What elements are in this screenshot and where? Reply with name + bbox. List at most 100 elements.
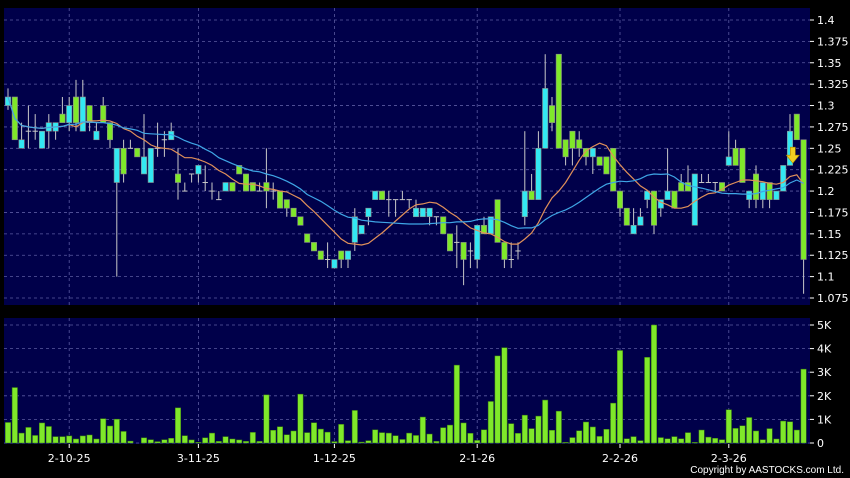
volume-bar	[249, 432, 256, 444]
candle-up	[419, 207, 426, 218]
volume-bar	[725, 409, 732, 444]
volume-bar	[154, 441, 161, 444]
price-tick-label: 1.2	[817, 185, 835, 198]
candle-up	[365, 207, 372, 218]
volume-bar	[433, 441, 440, 444]
volume-bar	[270, 430, 277, 444]
time-tick-label: 3-11-25	[177, 452, 220, 465]
candle-up	[644, 190, 651, 200]
candle-down	[732, 148, 739, 166]
price-tick-label: 1.1	[817, 271, 835, 284]
volume-bar	[365, 440, 372, 444]
volume-bar	[181, 435, 188, 444]
volume-tick-label: 4K	[817, 343, 832, 356]
candle-up	[637, 216, 644, 226]
price-tick-label: 1.325	[817, 78, 849, 91]
volume-bar	[759, 439, 766, 444]
candle-down	[338, 250, 345, 260]
moving-average-line	[7, 96, 805, 246]
volume-bar	[317, 428, 324, 444]
volume-panel	[4, 318, 810, 444]
time-tick-label: 2-10-25	[48, 452, 91, 465]
volume-bar	[256, 441, 263, 444]
price-tick-label: 1.175	[817, 206, 849, 219]
price-tick-label: 1.375	[817, 35, 849, 48]
volume-tick-label: 1K	[817, 413, 832, 426]
volume-bar	[569, 437, 576, 444]
volume-bar	[290, 430, 297, 444]
candle-down	[548, 105, 555, 123]
candle-down	[310, 242, 317, 252]
candle-up	[195, 165, 202, 175]
candle-down	[304, 233, 311, 243]
time-tick-label: 2-2-26	[602, 452, 638, 465]
price-tick-label: 1.3	[817, 100, 835, 113]
volume-bar	[277, 426, 283, 444]
candle-up	[38, 130, 45, 149]
volume-bar	[664, 438, 671, 444]
candle-down	[501, 242, 508, 260]
volume-bar	[603, 429, 610, 444]
volume-bar	[691, 442, 698, 444]
volume-bar	[5, 422, 11, 444]
volume-bar	[542, 399, 549, 444]
candle-down	[86, 105, 93, 123]
candle-up	[222, 182, 229, 192]
candle-down	[236, 165, 243, 175]
candle-down	[120, 148, 127, 175]
candle-up	[93, 130, 100, 141]
candle-up	[725, 156, 732, 166]
volume-bar	[766, 428, 773, 444]
candle-down	[610, 148, 617, 192]
volume-bar	[18, 432, 25, 444]
volume-bar	[637, 440, 644, 444]
volume-bars	[5, 324, 807, 444]
volume-bar	[508, 423, 515, 444]
volume-bar	[345, 440, 351, 444]
candle-down	[480, 224, 487, 235]
candle-down	[175, 173, 182, 183]
candle-down	[616, 190, 623, 209]
volume-bar	[25, 427, 32, 444]
volume-bar	[521, 414, 528, 444]
volume-bar	[161, 439, 168, 444]
copyright: Copyright by AASTOCKS.com Ltd.	[690, 465, 844, 476]
volume-bar	[283, 434, 290, 444]
volume-bar	[209, 432, 215, 444]
time-tick-label: 2-3-26	[711, 452, 747, 465]
candle-down	[243, 173, 250, 192]
volume-bar	[297, 393, 304, 444]
volume-bar	[739, 425, 746, 444]
candle-up	[746, 190, 753, 200]
volume-bar	[753, 430, 759, 444]
volume-bar	[141, 437, 147, 444]
volume-bar	[787, 421, 793, 444]
candle-up	[5, 96, 12, 106]
volume-bar	[243, 441, 249, 444]
volume-bar	[195, 442, 202, 444]
candle-up	[426, 207, 433, 218]
volume-bar	[705, 436, 712, 444]
down-arrow-icon	[785, 146, 800, 164]
volume-bar	[671, 436, 678, 444]
volume-bar	[175, 407, 181, 444]
volume-bar	[746, 417, 753, 444]
volume-bar	[86, 434, 93, 444]
volume-bar	[120, 431, 127, 444]
candle-up	[535, 148, 542, 200]
volume-bar	[358, 441, 365, 444]
volume-bar	[562, 442, 569, 444]
volume-bar	[589, 426, 596, 444]
candle-down	[446, 233, 453, 252]
candle-down	[317, 250, 324, 260]
volume-bar	[39, 422, 45, 444]
volume-bar	[617, 350, 623, 444]
price-tick-label: 1.275	[817, 121, 849, 134]
volume-bar	[712, 438, 719, 444]
volume-bar	[188, 439, 195, 444]
candle-up	[79, 96, 86, 132]
volume-bar	[535, 415, 542, 444]
candle-down	[378, 190, 385, 200]
volume-bar	[780, 420, 787, 444]
